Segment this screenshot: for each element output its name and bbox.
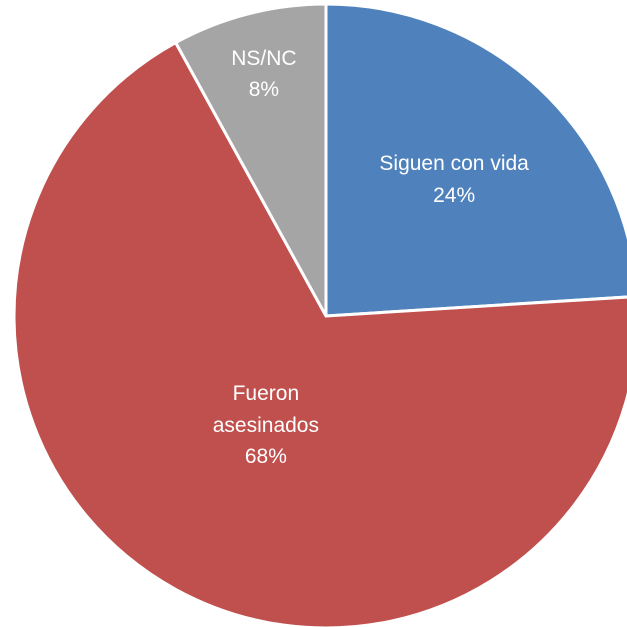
pie-slice: [173, 2, 328, 317]
value-label: 8%: [248, 78, 280, 102]
category-label: Siguen con vida: [379, 152, 529, 176]
data-label: Fueron asesinados 68%: [166, 365, 366, 485]
label-box: Siguen con vida 24%: [354, 120, 554, 240]
data-label: Siguen con vida 24%: [354, 120, 554, 240]
value-label: 24%: [433, 183, 476, 207]
label-box: NS/NC 8%: [164, 14, 364, 134]
category-label: Fueron asesinados: [212, 382, 319, 437]
pie-slice: [324, 2, 627, 318]
label-box: Fueron asesinados 68%: [166, 365, 366, 485]
pie-slice: [12, 40, 627, 627]
data-label: NS/NC 8%: [164, 14, 364, 134]
value-label: 68%: [244, 445, 287, 469]
category-label: NS/NC: [231, 46, 297, 70]
